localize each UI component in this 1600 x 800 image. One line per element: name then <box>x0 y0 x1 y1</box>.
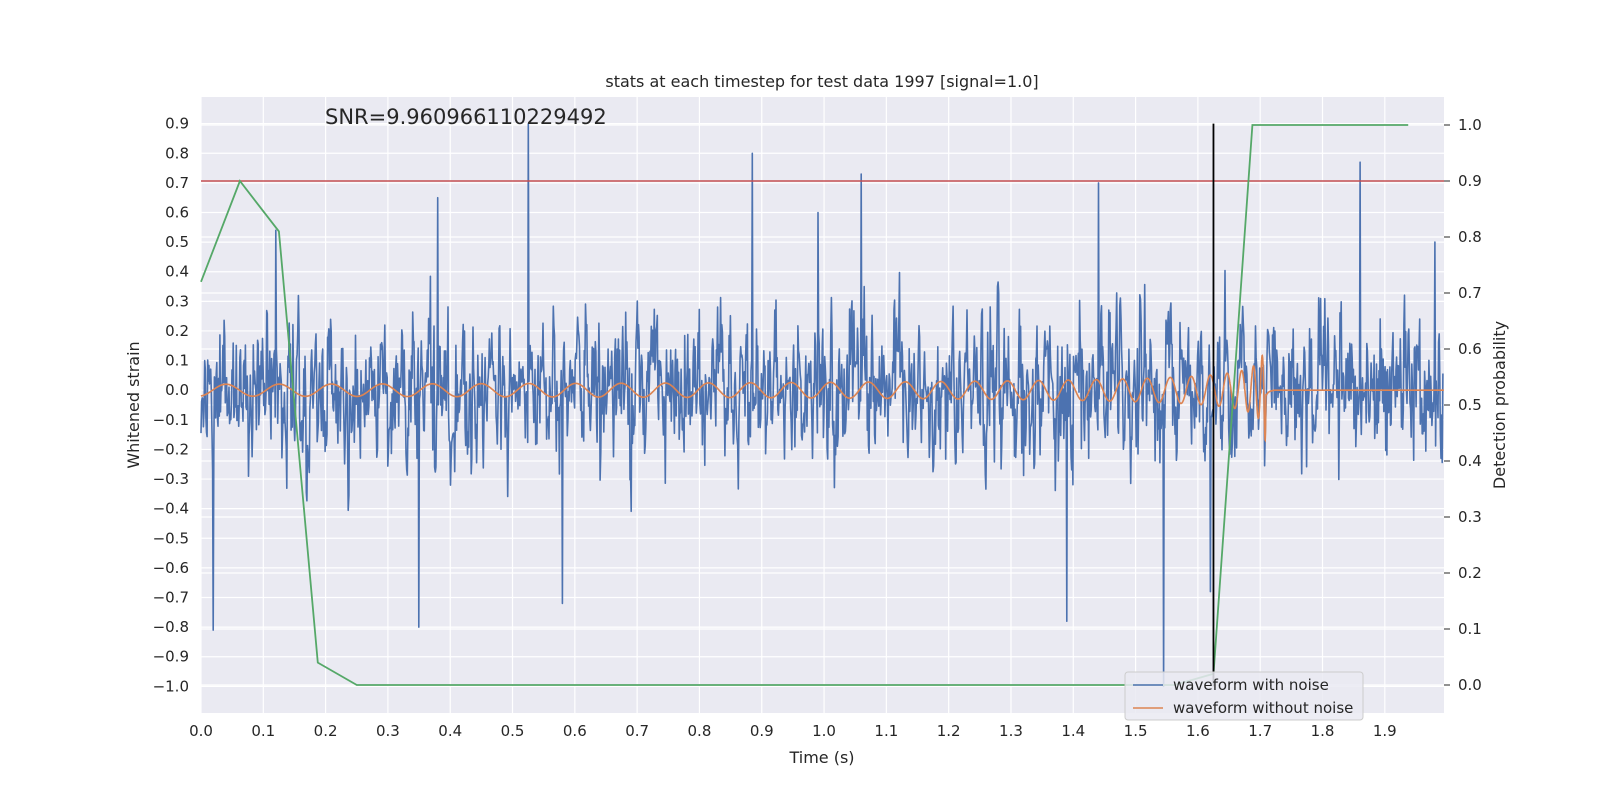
y-tick-label: −1.0 <box>153 677 189 695</box>
y-axis-label: Whitened strain <box>124 341 143 468</box>
y-tick-labels: 0.9 0.8 0.7 0.6 0.5 0.4 0.3 0.2 0.1 0.0 −0.1 −0.2 −0… <box>153 115 189 696</box>
x-tick-label: 0.4 <box>438 722 462 740</box>
legend-box <box>1124 671 1364 721</box>
y2-tick-label: 0.0 <box>1458 676 1482 694</box>
x-tick-label: 1.7 <box>1248 722 1272 740</box>
y2-tick-label: 0.3 <box>1458 508 1482 526</box>
x-tick-label: 0.2 <box>314 722 338 740</box>
y2-tick-label: 0.6 <box>1458 340 1482 358</box>
y-tick-label: −0.7 <box>153 589 189 607</box>
y-tick-label: 0.3 <box>165 292 189 310</box>
y-tick-label: −0.5 <box>153 529 189 547</box>
x-tick-label: 0.7 <box>625 722 649 740</box>
y2-tick-label: 0.8 <box>1458 228 1482 246</box>
series-waveform-with-noise <box>200 122 1444 688</box>
y-tick-label: −0.1 <box>153 411 189 429</box>
y2-tick-label: 0.4 <box>1458 452 1482 470</box>
y-tick-label: −0.6 <box>153 559 189 577</box>
y-tick-label: 0.1 <box>165 352 189 370</box>
y-tick-label: −0.8 <box>153 618 189 636</box>
x-tick-label: 1.9 <box>1373 722 1397 740</box>
y-tick-label: 0.8 <box>165 144 189 162</box>
legend-label-noise: waveform with noise <box>1173 676 1329 694</box>
y-tick-label: −0.9 <box>153 648 189 666</box>
x-tick-label: 0.0 <box>189 722 213 740</box>
x-tick-label: 0.3 <box>376 722 400 740</box>
x-tick-label: 1.4 <box>1061 722 1085 740</box>
snr-annotation: SNR=9.960966110229492 <box>325 105 607 129</box>
y2-tick-label: 0.9 <box>1458 172 1482 190</box>
x-tick-label: 0.5 <box>501 722 525 740</box>
x-tick-label: 1.5 <box>1124 722 1148 740</box>
y-tick-label: 0.9 <box>165 115 189 133</box>
y-tick-label: 0.4 <box>165 263 189 281</box>
y2-tick-label: 0.5 <box>1458 396 1482 414</box>
y2-tick-labels: 1.0 0.9 0.8 0.7 0.6 0.5 0.4 0.3 0.2 0.1 0.0 <box>1444 116 1482 694</box>
y-tick-label: −0.3 <box>153 470 189 488</box>
x-tick-label: 0.9 <box>750 722 774 740</box>
x-tick-label: 0.6 <box>563 722 587 740</box>
x-tick-label: 1.1 <box>874 722 898 740</box>
series-waveform-without-noise <box>200 354 1444 443</box>
y-tick-label: 0.7 <box>165 174 189 192</box>
y-tick-label: −0.2 <box>153 440 189 458</box>
chart-title: stats at each timestep for test data 199… <box>605 72 1038 91</box>
x-axis-label: Time (s) <box>788 748 854 767</box>
y-tick-label: 0.6 <box>165 204 189 222</box>
y-tick-label: 0.0 <box>165 381 189 399</box>
legend: waveform with noise waveform without noi… <box>1124 671 1364 721</box>
y2-tick-label: 0.7 <box>1458 284 1482 302</box>
x-tick-label: 1.8 <box>1311 722 1335 740</box>
y-tick-label: −0.4 <box>153 500 189 518</box>
y-tick-label: 0.5 <box>165 233 189 251</box>
x-tick-label: 0.8 <box>688 722 712 740</box>
y2-axis-label: Detection probability <box>1490 321 1509 489</box>
y2-tick-label: 0.1 <box>1458 620 1482 638</box>
y2-tick-label: 0.2 <box>1458 564 1482 582</box>
x-tick-label: 1.6 <box>1186 722 1210 740</box>
x-tick-label: 1.3 <box>999 722 1023 740</box>
y2-tick-label: 1.0 <box>1458 116 1482 134</box>
x-tick-label: 1.0 <box>812 722 836 740</box>
legend-label-clean: waveform without noise <box>1173 699 1353 717</box>
x-tick-label: 0.1 <box>251 722 275 740</box>
x-tick-labels: 0.0 0.1 0.2 0.3 0.4 0.5 0.6 0.7 0.8 0.9 1.0 1.1 1.2 1… <box>189 722 1397 740</box>
y-tick-label: 0.2 <box>165 322 189 340</box>
x-tick-label: 1.2 <box>937 722 961 740</box>
